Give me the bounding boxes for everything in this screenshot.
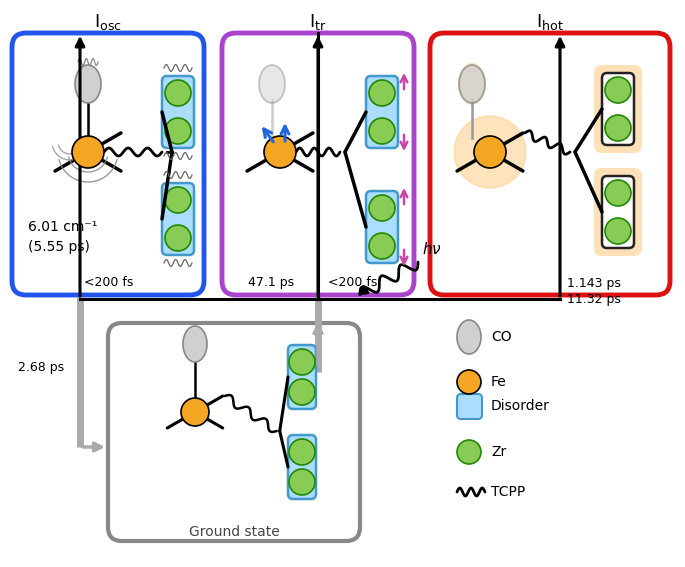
FancyBboxPatch shape xyxy=(162,183,194,255)
Text: 2.68 ps: 2.68 ps xyxy=(18,361,64,374)
Circle shape xyxy=(165,80,191,106)
Text: 1.143 ps: 1.143 ps xyxy=(567,277,621,290)
Text: I$_{\rm hot}$: I$_{\rm hot}$ xyxy=(536,12,564,32)
FancyBboxPatch shape xyxy=(162,76,194,148)
Circle shape xyxy=(289,439,315,465)
Circle shape xyxy=(289,469,315,495)
FancyBboxPatch shape xyxy=(288,435,316,499)
Circle shape xyxy=(474,136,506,168)
Ellipse shape xyxy=(459,65,485,103)
Text: I$_{\rm osc}$: I$_{\rm osc}$ xyxy=(94,12,122,32)
Circle shape xyxy=(457,440,481,464)
Circle shape xyxy=(165,225,191,251)
Circle shape xyxy=(165,187,191,213)
Circle shape xyxy=(605,77,631,103)
FancyBboxPatch shape xyxy=(594,168,642,256)
FancyBboxPatch shape xyxy=(366,191,398,263)
Text: $h\nu$: $h\nu$ xyxy=(422,241,442,257)
Text: <200 fs: <200 fs xyxy=(328,276,377,289)
FancyBboxPatch shape xyxy=(594,65,642,153)
Circle shape xyxy=(605,115,631,141)
Text: Disorder: Disorder xyxy=(491,399,550,413)
FancyBboxPatch shape xyxy=(602,176,634,248)
Circle shape xyxy=(72,136,104,168)
FancyBboxPatch shape xyxy=(602,73,634,145)
FancyBboxPatch shape xyxy=(457,394,482,419)
Text: 6.01 cm⁻¹
(5.55 ps): 6.01 cm⁻¹ (5.55 ps) xyxy=(28,220,97,254)
FancyBboxPatch shape xyxy=(288,345,316,409)
Circle shape xyxy=(264,136,296,168)
Circle shape xyxy=(369,80,395,106)
Text: CO: CO xyxy=(491,330,512,344)
FancyBboxPatch shape xyxy=(12,33,204,295)
Circle shape xyxy=(454,116,526,188)
Circle shape xyxy=(289,379,315,405)
FancyBboxPatch shape xyxy=(108,323,360,541)
Text: Ground state: Ground state xyxy=(188,525,279,539)
Text: 47.1 ps: 47.1 ps xyxy=(248,276,294,289)
Text: TCPP: TCPP xyxy=(491,485,525,499)
Ellipse shape xyxy=(457,320,481,354)
Circle shape xyxy=(369,118,395,144)
FancyBboxPatch shape xyxy=(430,33,670,295)
Circle shape xyxy=(289,349,315,375)
Ellipse shape xyxy=(75,65,101,103)
FancyBboxPatch shape xyxy=(222,33,414,295)
Text: <200 fs: <200 fs xyxy=(84,276,134,289)
FancyBboxPatch shape xyxy=(366,76,398,148)
Text: I$_{\rm tr}$: I$_{\rm tr}$ xyxy=(309,12,327,32)
Circle shape xyxy=(605,180,631,206)
Circle shape xyxy=(457,370,481,394)
Ellipse shape xyxy=(183,326,207,362)
Circle shape xyxy=(181,398,209,426)
Circle shape xyxy=(369,195,395,221)
Text: Zr: Zr xyxy=(491,445,506,459)
Text: 11.32 ps: 11.32 ps xyxy=(567,293,621,306)
Circle shape xyxy=(165,118,191,144)
Text: Fe: Fe xyxy=(491,375,507,389)
Circle shape xyxy=(369,233,395,259)
Circle shape xyxy=(605,218,631,244)
Ellipse shape xyxy=(458,63,486,105)
Ellipse shape xyxy=(259,65,285,103)
